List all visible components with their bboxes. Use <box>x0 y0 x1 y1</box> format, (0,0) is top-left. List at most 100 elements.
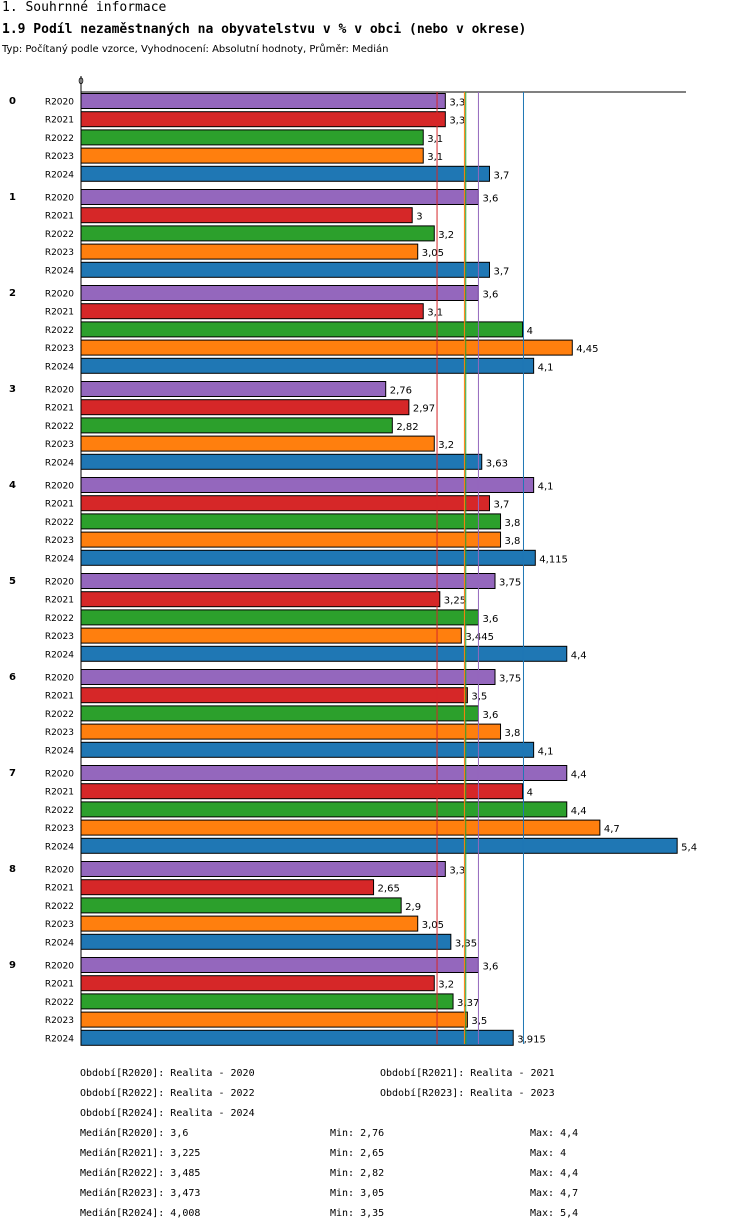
bar <box>80 915 419 932</box>
series-label: R2023 <box>45 728 74 738</box>
bar <box>80 261 490 278</box>
series-label: R2020 <box>45 866 74 876</box>
bar <box>80 147 424 164</box>
series-label: R2020 <box>45 962 74 972</box>
bar-value-label: 3,1 <box>427 152 443 163</box>
bar-value-label: 3,3 <box>449 116 465 127</box>
series-label: R2021 <box>45 116 74 126</box>
bar <box>80 111 446 128</box>
bar-value-label: 3,7 <box>493 500 509 511</box>
category-label: 0 <box>9 96 16 107</box>
bar <box>80 933 452 950</box>
legend-max-r2024: Max: 5,4 <box>530 1208 579 1219</box>
series-label: R2024 <box>45 362 74 372</box>
bar-value-label: 3,915 <box>517 1034 546 1045</box>
bar <box>80 381 387 397</box>
bar-value-label: 3,3 <box>449 866 465 877</box>
bar-value-label: 3,5 <box>471 1016 487 1027</box>
legend-max-r2020: Max: 4,4 <box>530 1128 579 1139</box>
bar-value-label: 4,115 <box>539 554 568 565</box>
bar-value-label: 3,2 <box>438 230 454 241</box>
legend-min-r2022: Min: 2,82 <box>330 1168 385 1179</box>
category-label: 6 <box>9 672 16 683</box>
bar-value-label: 3,1 <box>427 134 443 145</box>
bar <box>80 645 568 662</box>
series-label: R2024 <box>45 746 74 756</box>
category-label: 8 <box>9 864 16 875</box>
legend-period-r2021: Období[R2021]: Realita - 2021 <box>380 1068 555 1079</box>
bar-value-label: 4,45 <box>576 344 598 355</box>
series-label: R2020 <box>45 194 74 204</box>
bar <box>80 129 424 146</box>
series-label: R2023 <box>45 1016 74 1026</box>
series-label: R2024 <box>45 938 74 948</box>
series-label: R2024 <box>45 650 74 660</box>
bar-value-label: 4,4 <box>571 806 587 817</box>
bar-value-label: 3,5 <box>471 692 487 703</box>
bar-value-label: 3,6 <box>482 194 498 205</box>
bar <box>80 741 535 758</box>
bar <box>80 417 393 434</box>
bar-value-label: 3,445 <box>465 632 494 643</box>
bar <box>80 609 479 626</box>
bar <box>80 357 535 374</box>
bar-value-label: 3,7 <box>493 266 509 277</box>
bar <box>80 453 483 470</box>
bar-value-label: 4,1 <box>538 746 554 757</box>
bar-value-label: 3,2 <box>438 980 454 991</box>
bar-value-label: 3,05 <box>422 920 444 931</box>
bar <box>80 879 375 896</box>
bar-value-label: 2,9 <box>405 902 421 913</box>
legend-median-r2020: Medián[R2020]: 3,6 <box>80 1128 189 1139</box>
category-label: 5 <box>9 576 16 587</box>
series-label: R2024 <box>45 170 74 180</box>
series-label: R2022 <box>45 518 74 528</box>
bar-value-label: 4 <box>527 326 533 337</box>
series-label: R2024 <box>45 554 74 564</box>
bar-value-label: 4,4 <box>571 770 587 781</box>
legend-period-r2023: Období[R2023]: Realita - 2023 <box>380 1088 555 1099</box>
series-label: R2021 <box>45 308 74 318</box>
bar <box>80 321 524 338</box>
series-label: R2021 <box>45 788 74 798</box>
series-label: R2022 <box>45 710 74 720</box>
bar <box>80 993 454 1010</box>
series-label: R2020 <box>45 98 74 108</box>
bar-value-label: 2,97 <box>413 404 435 415</box>
bar <box>80 819 601 836</box>
series-label: R2022 <box>45 806 74 816</box>
series-label: R2021 <box>45 212 74 222</box>
series-label: R2020 <box>45 770 74 780</box>
bar <box>80 669 496 685</box>
bar-value-label: 3,1 <box>427 308 443 319</box>
legend-median-r2021: Medián[R2021]: 3,225 <box>80 1148 201 1159</box>
category-label: 1 <box>9 192 16 203</box>
bar-value-label: 3,75 <box>499 578 521 589</box>
bar <box>80 495 490 512</box>
legend-period-r2020: Období[R2020]: Realita - 2020 <box>80 1068 255 1079</box>
bar <box>80 225 435 242</box>
bar-value-label: 4,7 <box>604 824 620 835</box>
bar <box>80 723 502 740</box>
section-heading: 1. Souhrnné informace <box>2 0 167 15</box>
legend-max-r2022: Max: 4,4 <box>530 1168 579 1179</box>
legend-max-r2023: Max: 4,7 <box>530 1188 579 1199</box>
bar-value-label: 3,37 <box>457 998 479 1009</box>
bar <box>80 897 402 914</box>
category-label: 9 <box>9 960 16 971</box>
bar-value-label: 4,1 <box>538 482 554 493</box>
bar-value-label: 3,63 <box>486 458 508 469</box>
bar-value-label: 3,6 <box>482 614 498 625</box>
series-label: R2020 <box>45 482 74 492</box>
bar <box>80 303 424 320</box>
series-label: R2022 <box>45 998 74 1008</box>
bar <box>80 627 462 644</box>
series-label: R2021 <box>45 884 74 894</box>
bar-value-label: 3,8 <box>505 728 521 739</box>
bar-value-label: 3,3 <box>449 98 465 109</box>
chart-title: 1.9 Podíl nezaměstnaných na obyvatelstvu… <box>2 22 527 37</box>
series-label: R2021 <box>45 980 74 990</box>
series-label: R2020 <box>45 674 74 684</box>
bar <box>80 957 479 973</box>
bar <box>80 399 410 416</box>
